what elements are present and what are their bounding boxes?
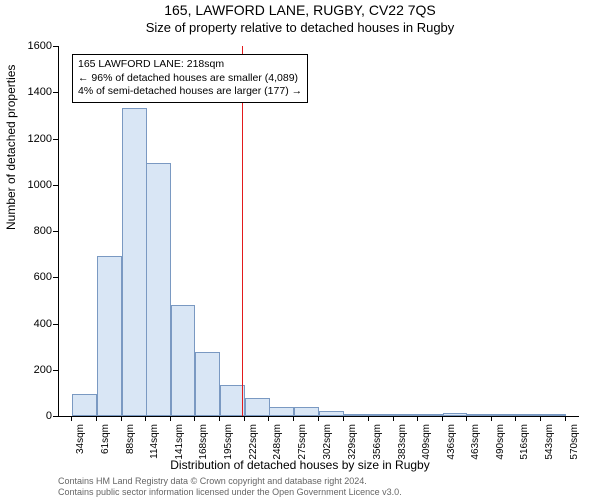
y-tick-mark: [53, 231, 58, 232]
footer-line-2: Contains public sector information licen…: [58, 487, 402, 497]
x-tick-mark: [318, 416, 319, 421]
y-tick-label: 800: [12, 225, 52, 237]
histogram-bar: [294, 407, 319, 416]
chart-container: 165, LAWFORD LANE, RUGBY, CV22 7QS Size …: [0, 0, 600, 500]
x-tick-mark: [244, 416, 245, 421]
y-tick-mark: [53, 185, 58, 186]
info-line: 4% of semi-detached houses are larger (1…: [78, 85, 302, 99]
x-tick-mark: [565, 416, 566, 421]
y-tick-label: 1200: [12, 133, 52, 145]
x-tick-mark: [393, 416, 394, 421]
x-tick-mark: [194, 416, 195, 421]
y-tick-label: 200: [12, 364, 52, 376]
x-tick-label: 302sqm: [322, 424, 333, 464]
y-tick-mark: [53, 92, 58, 93]
chart-title-sub: Size of property relative to detached ho…: [0, 20, 600, 35]
x-tick-mark: [268, 416, 269, 421]
x-tick-label: 88sqm: [125, 424, 136, 464]
y-tick-mark: [53, 46, 58, 47]
x-tick-mark: [540, 416, 541, 421]
x-tick-label: 329sqm: [347, 424, 358, 464]
x-tick-label: 195sqm: [223, 424, 234, 464]
x-tick-mark: [442, 416, 443, 421]
info-line: ← 96% of detached houses are smaller (4,…: [78, 72, 302, 86]
histogram-bar: [344, 414, 369, 416]
x-tick-label: 168sqm: [198, 424, 209, 464]
x-tick-label: 114sqm: [149, 424, 160, 464]
histogram-bar: [541, 414, 566, 416]
y-tick-mark: [53, 416, 58, 417]
x-tick-label: 490sqm: [495, 424, 506, 464]
x-tick-mark: [71, 416, 72, 421]
histogram-bar: [269, 407, 294, 416]
histogram-bar: [369, 414, 394, 416]
y-tick-mark: [53, 139, 58, 140]
histogram-bar: [319, 411, 344, 416]
histogram-bar: [245, 398, 270, 417]
y-tick-label: 0: [12, 410, 52, 422]
x-tick-mark: [219, 416, 220, 421]
x-tick-label: 141sqm: [174, 424, 185, 464]
x-tick-mark: [293, 416, 294, 421]
x-tick-label: 61sqm: [100, 424, 111, 464]
x-tick-mark: [96, 416, 97, 421]
histogram-bar: [122, 108, 147, 416]
histogram-bar: [171, 305, 196, 416]
histogram-bar: [195, 352, 220, 416]
y-tick-label: 1400: [12, 86, 52, 98]
histogram-bar: [492, 414, 517, 416]
y-tick-mark: [53, 324, 58, 325]
x-tick-label: 275sqm: [297, 424, 308, 464]
x-tick-label: 463sqm: [470, 424, 481, 464]
x-tick-label: 516sqm: [519, 424, 530, 464]
x-tick-label: 570sqm: [569, 424, 580, 464]
y-tick-label: 1000: [12, 179, 52, 191]
histogram-bar: [516, 414, 541, 416]
footer-line-1: Contains HM Land Registry data © Crown c…: [58, 476, 367, 486]
x-tick-mark: [417, 416, 418, 421]
x-tick-mark: [491, 416, 492, 421]
x-tick-label: 409sqm: [421, 424, 432, 464]
x-tick-mark: [121, 416, 122, 421]
x-tick-mark: [145, 416, 146, 421]
x-tick-label: 383sqm: [397, 424, 408, 464]
x-tick-mark: [466, 416, 467, 421]
info-box: 165 LAWFORD LANE: 218sqm← 96% of detache…: [72, 54, 308, 103]
y-tick-mark: [53, 370, 58, 371]
x-tick-mark: [515, 416, 516, 421]
x-tick-label: 34sqm: [75, 424, 86, 464]
y-tick-label: 600: [12, 271, 52, 283]
x-tick-mark: [343, 416, 344, 421]
histogram-bar: [72, 394, 97, 416]
x-tick-label: 543sqm: [544, 424, 555, 464]
x-tick-label: 248sqm: [272, 424, 283, 464]
histogram-bar: [443, 413, 468, 416]
x-tick-mark: [170, 416, 171, 421]
x-tick-mark: [368, 416, 369, 421]
y-tick-label: 400: [12, 318, 52, 330]
chart-title-main: 165, LAWFORD LANE, RUGBY, CV22 7QS: [0, 2, 600, 18]
y-tick-label: 1600: [12, 40, 52, 52]
histogram-bar: [467, 414, 492, 416]
x-tick-label: 436sqm: [446, 424, 457, 464]
histogram-bar: [97, 256, 122, 416]
histogram-bar: [146, 163, 171, 416]
y-tick-mark: [53, 277, 58, 278]
x-tick-label: 356sqm: [372, 424, 383, 464]
x-tick-label: 222sqm: [248, 424, 259, 464]
histogram-bar: [394, 414, 419, 416]
info-line: 165 LAWFORD LANE: 218sqm: [78, 58, 302, 72]
histogram-bar: [418, 414, 443, 416]
